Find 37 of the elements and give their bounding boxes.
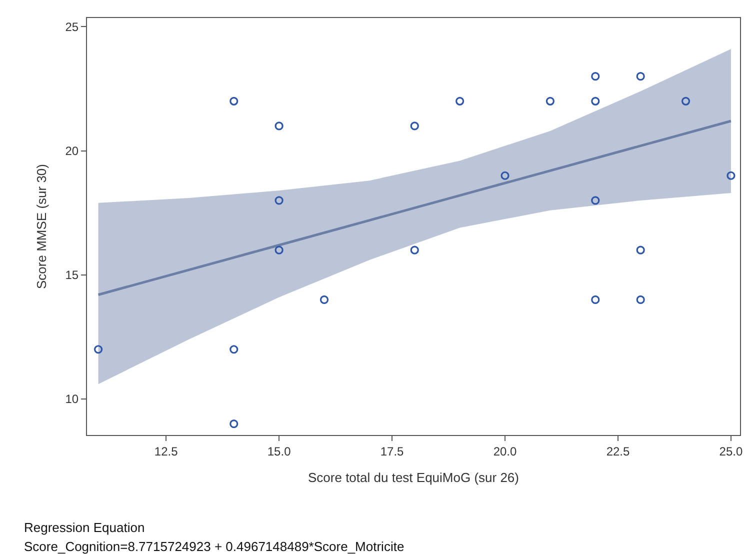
- x-tick-label: 20.0: [493, 444, 518, 458]
- point: [320, 295, 329, 304]
- text: Regression Equation: [24, 520, 145, 535]
- x-tick-label: 25.0: [719, 444, 743, 458]
- x-axis-title: Score total du test EquiMoG (sur 26): [308, 470, 519, 485]
- point: [636, 246, 645, 254]
- point: [410, 246, 419, 254]
- x-tick-label: 17.5: [380, 444, 404, 458]
- line-series: [97, 120, 732, 296]
- y-tick-label: 25: [65, 20, 79, 34]
- x-tick-label: 12.5: [154, 444, 178, 458]
- point: [274, 196, 284, 205]
- point: [681, 96, 690, 106]
- point: [230, 96, 238, 106]
- x-tick-label: 15.0: [267, 444, 292, 458]
- point: [230, 420, 238, 428]
- point: [726, 171, 736, 180]
- point: [456, 96, 464, 106]
- point: [591, 96, 600, 106]
- y-tick-label: 10: [65, 392, 79, 406]
- point: [591, 72, 600, 81]
- point: [410, 122, 419, 130]
- point: [636, 72, 645, 81]
- point: [591, 295, 600, 304]
- y-axis-title: Score MMSE (sur 30): [34, 164, 50, 289]
- point: [591, 196, 600, 205]
- y-tick-label: 15: [65, 268, 79, 282]
- point: [636, 295, 645, 304]
- point: [546, 96, 554, 106]
- y-tick-label: 20: [65, 144, 79, 158]
- point: [274, 122, 284, 130]
- point: [94, 345, 103, 354]
- point: [500, 171, 510, 180]
- x-tick-label: 22.5: [606, 444, 630, 458]
- text: Score_Cognition=8.7715724923 + 0.4967148489*Score_Motricite: [24, 539, 404, 554]
- point: [230, 345, 238, 354]
- point: [274, 246, 284, 254]
